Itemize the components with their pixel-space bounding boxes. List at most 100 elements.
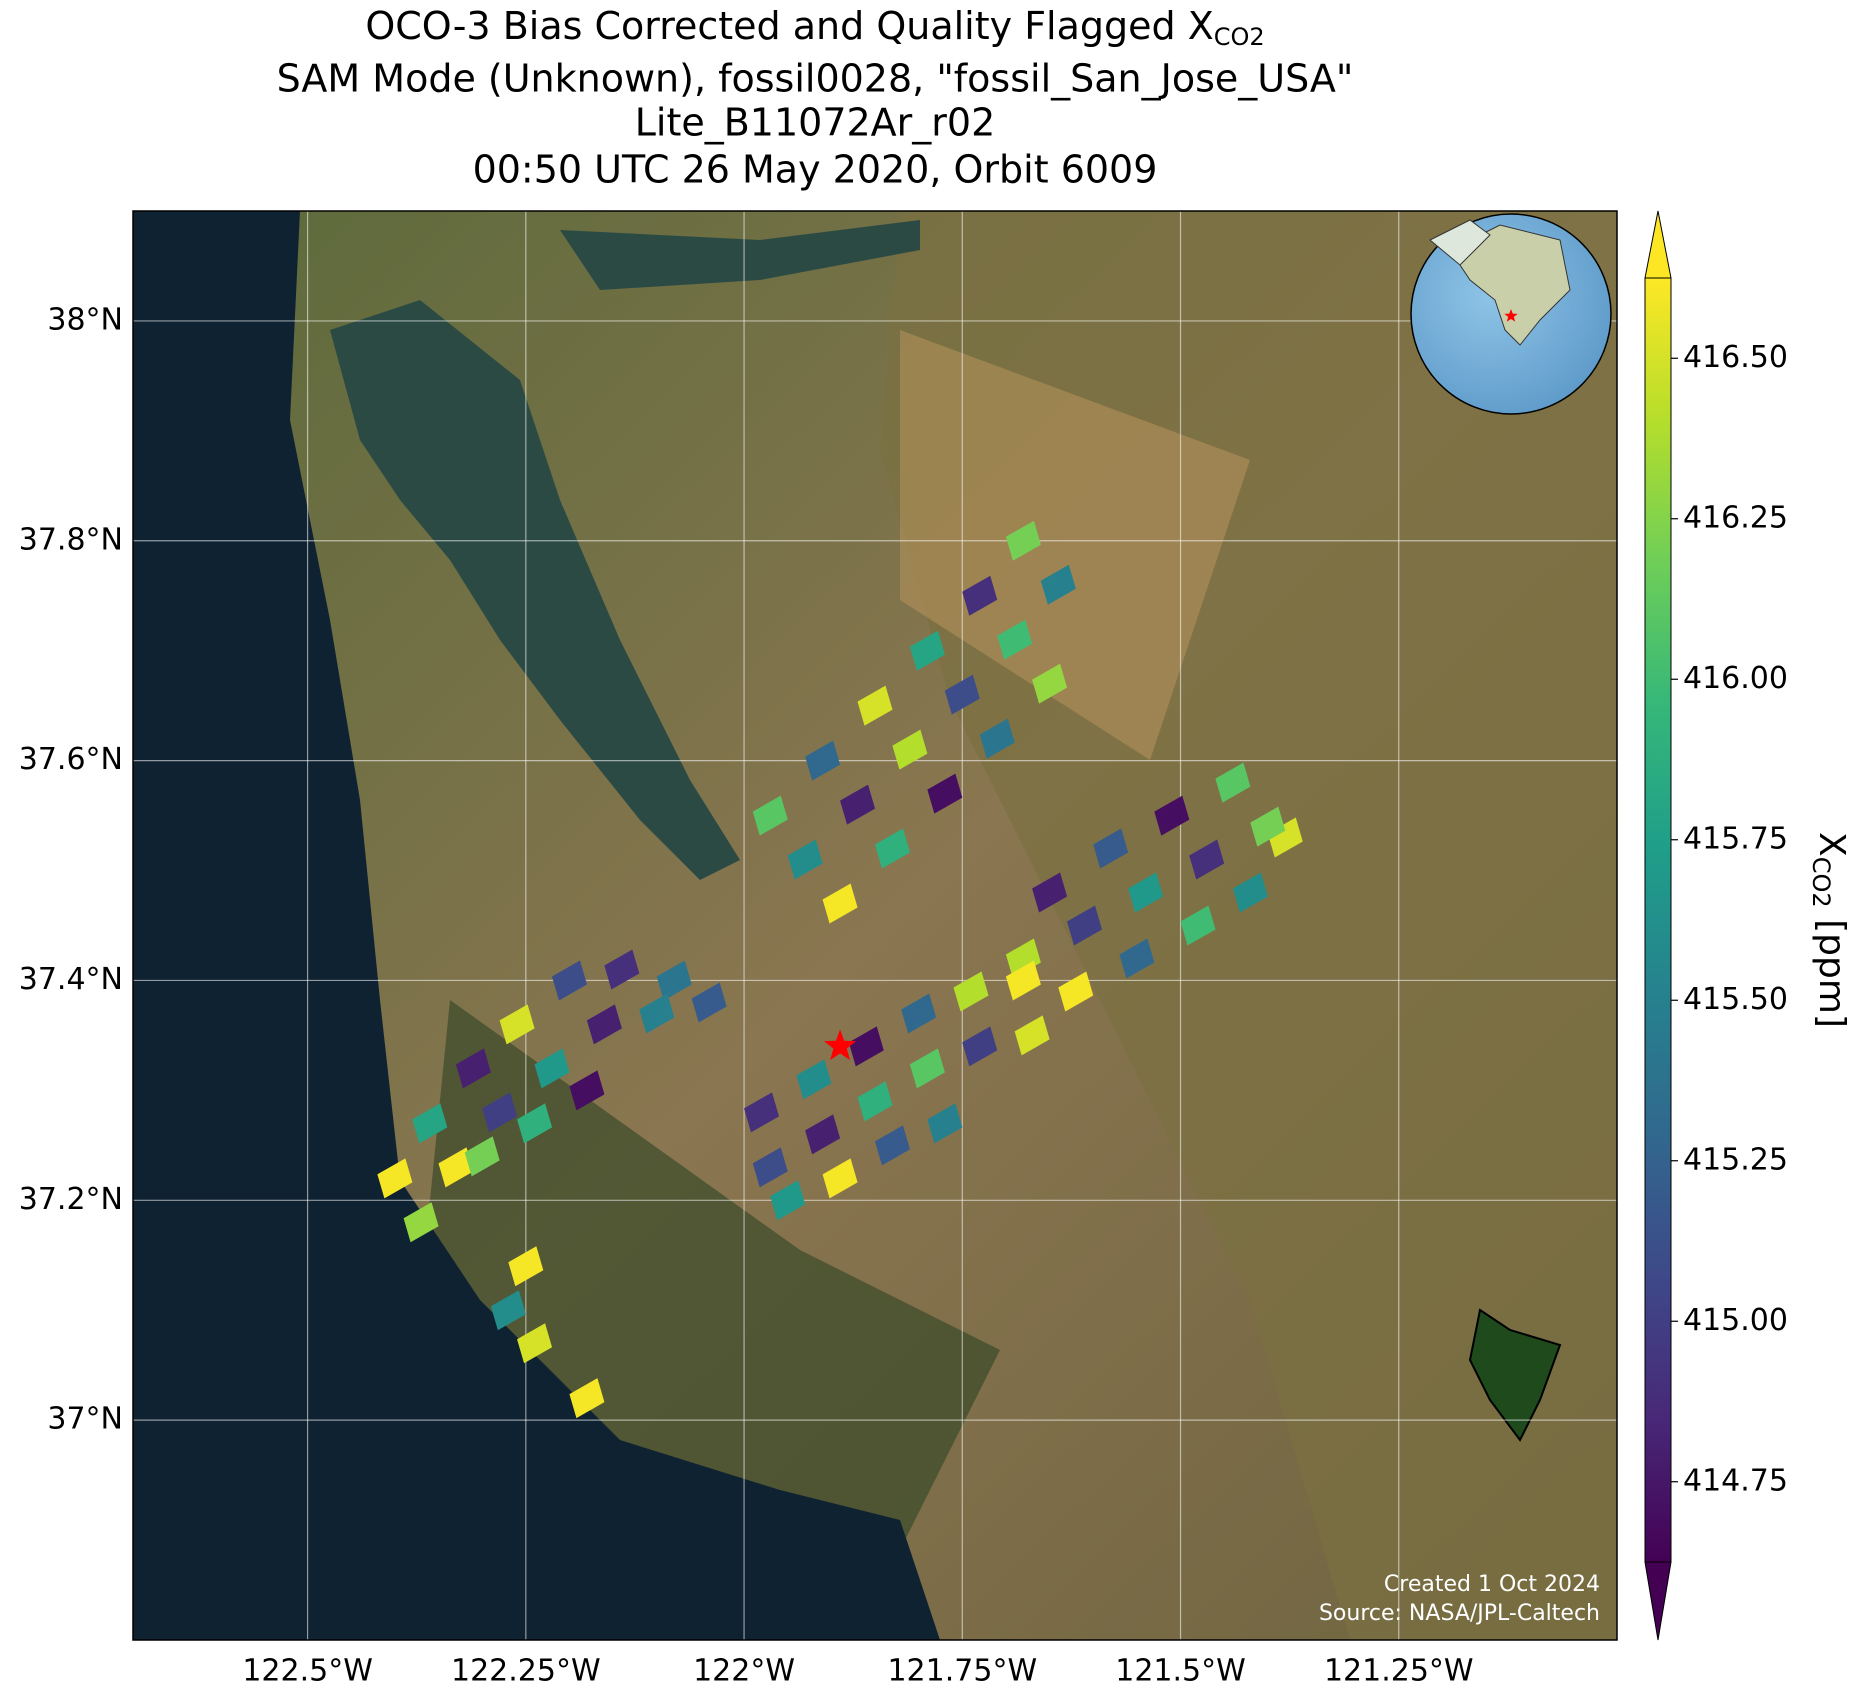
sounding bbox=[455, 1048, 491, 1089]
x-tick-label: 121.5°W bbox=[1115, 1654, 1246, 1689]
sounding bbox=[1215, 762, 1251, 803]
sounding bbox=[1180, 905, 1216, 946]
y-tick-label: 37°N bbox=[47, 1402, 123, 1437]
sounding bbox=[508, 1246, 544, 1287]
sounding bbox=[1267, 817, 1303, 858]
title-line: SAM Mode (Unknown), fossil0028, "fossil_… bbox=[277, 57, 1354, 101]
sounding bbox=[962, 1026, 998, 1067]
sounding bbox=[639, 993, 675, 1034]
sounding bbox=[1014, 1015, 1050, 1056]
sounding bbox=[840, 784, 876, 825]
globe-land bbox=[1429, 219, 1491, 266]
colorbar-tick-label: 415.00 bbox=[1683, 1303, 1788, 1338]
x-tick-label: 121.75°W bbox=[887, 1654, 1037, 1689]
credit: Created 1 Oct 2024 bbox=[1384, 1572, 1600, 1597]
y-tick-label: 37.8°N bbox=[19, 522, 123, 557]
sounding bbox=[1154, 795, 1190, 836]
colorbar-label-unit: [ppm] bbox=[1811, 908, 1852, 1028]
sounding bbox=[805, 740, 841, 781]
sounding bbox=[787, 839, 823, 880]
globe-target bbox=[1504, 309, 1518, 322]
x-tick-label: 122.25°W bbox=[451, 1654, 601, 1689]
x-tick-label: 122.5°W bbox=[242, 1654, 373, 1689]
sounding bbox=[874, 828, 910, 869]
title: OCO-3 Bias Corrected and Quality Flagged… bbox=[277, 4, 1354, 192]
sounding bbox=[569, 1378, 605, 1419]
sounding bbox=[517, 1103, 553, 1144]
colorbar bbox=[1645, 278, 1671, 1562]
sounding bbox=[1232, 872, 1268, 913]
sounding bbox=[927, 1103, 963, 1144]
sounding bbox=[1067, 905, 1103, 946]
colorbar-tick-label: 415.75 bbox=[1683, 821, 1788, 856]
sounding bbox=[752, 795, 788, 836]
sounding bbox=[490, 1290, 526, 1331]
basemap bbox=[133, 211, 1617, 1640]
sounding bbox=[464, 1136, 500, 1177]
sounding bbox=[604, 949, 640, 990]
sounding bbox=[857, 1081, 893, 1122]
sounding bbox=[1005, 520, 1041, 561]
plot-frame bbox=[132, 210, 1618, 1641]
y-tick-label: 37.4°N bbox=[19, 962, 123, 997]
sounding bbox=[1005, 938, 1041, 979]
sounding bbox=[857, 685, 893, 726]
colorbar-tick-label: 415.25 bbox=[1683, 1142, 1788, 1177]
title-line: Lite_B11072Ar_r02 bbox=[635, 101, 996, 145]
colorbar-tick-label: 414.75 bbox=[1683, 1463, 1788, 1498]
colorbar-label: XCO2 [ppm] bbox=[1807, 832, 1852, 1028]
sounding bbox=[1040, 564, 1076, 605]
sounding bbox=[1250, 806, 1286, 847]
sounding bbox=[822, 1158, 858, 1199]
sounding bbox=[944, 674, 980, 715]
colorbar-frame bbox=[1644, 277, 1672, 1563]
x-tick-label: 122°W bbox=[693, 1654, 795, 1689]
sounding bbox=[927, 773, 963, 814]
sounding bbox=[1189, 839, 1225, 880]
colorbar-label-subscript: CO2 bbox=[1807, 857, 1835, 908]
sounding bbox=[403, 1202, 439, 1243]
target-marker bbox=[823, 1029, 857, 1061]
colorbar-tick-label: 416.00 bbox=[1683, 661, 1788, 696]
x-tick-label: 121.25°W bbox=[1324, 1654, 1474, 1689]
sounding bbox=[412, 1103, 448, 1144]
sounding bbox=[953, 971, 989, 1012]
sounding bbox=[691, 982, 727, 1023]
sounding bbox=[997, 619, 1033, 660]
hills bbox=[900, 330, 1250, 760]
y-tick-label: 37.6°N bbox=[19, 742, 123, 777]
sounding bbox=[517, 1323, 553, 1364]
title-line: 00:50 UTC 26 May 2020, Orbit 6009 bbox=[473, 148, 1158, 192]
sounding bbox=[744, 1092, 780, 1133]
sounding bbox=[796, 1059, 832, 1100]
title-line: OCO-3 Bias Corrected and Quality Flagged… bbox=[365, 4, 1264, 52]
sounding bbox=[1128, 872, 1164, 913]
credit: Source: NASA/JPL-Caltech bbox=[1319, 1601, 1600, 1626]
sounding bbox=[656, 960, 692, 1001]
sounding bbox=[805, 1114, 841, 1155]
sounding bbox=[822, 883, 858, 924]
title-text: OCO-3 Bias Corrected and Quality Flagged… bbox=[365, 4, 1213, 48]
colorbar-label-text: X bbox=[1811, 832, 1852, 857]
delta bbox=[560, 220, 920, 290]
sounding bbox=[1093, 828, 1129, 869]
colorbar-extend-max bbox=[1644, 210, 1672, 279]
sounding bbox=[909, 630, 945, 671]
sounding bbox=[874, 1125, 910, 1166]
globe-land bbox=[1449, 224, 1571, 346]
sounding bbox=[482, 1092, 518, 1133]
sounding bbox=[848, 1026, 884, 1067]
colorbar-tick-label: 416.50 bbox=[1683, 340, 1788, 375]
sounding bbox=[438, 1147, 474, 1188]
colorbar-tick-label: 416.25 bbox=[1683, 500, 1788, 535]
sounding bbox=[979, 718, 1015, 759]
title-subscript: CO2 bbox=[1214, 23, 1265, 51]
sounding bbox=[551, 960, 587, 1001]
y-tick-label: 38°N bbox=[47, 302, 123, 337]
sounding bbox=[1032, 663, 1068, 704]
sounding bbox=[962, 575, 998, 616]
y-tick-label: 37.2°N bbox=[19, 1182, 123, 1217]
sounding bbox=[499, 1004, 535, 1045]
sounding bbox=[770, 1180, 806, 1221]
